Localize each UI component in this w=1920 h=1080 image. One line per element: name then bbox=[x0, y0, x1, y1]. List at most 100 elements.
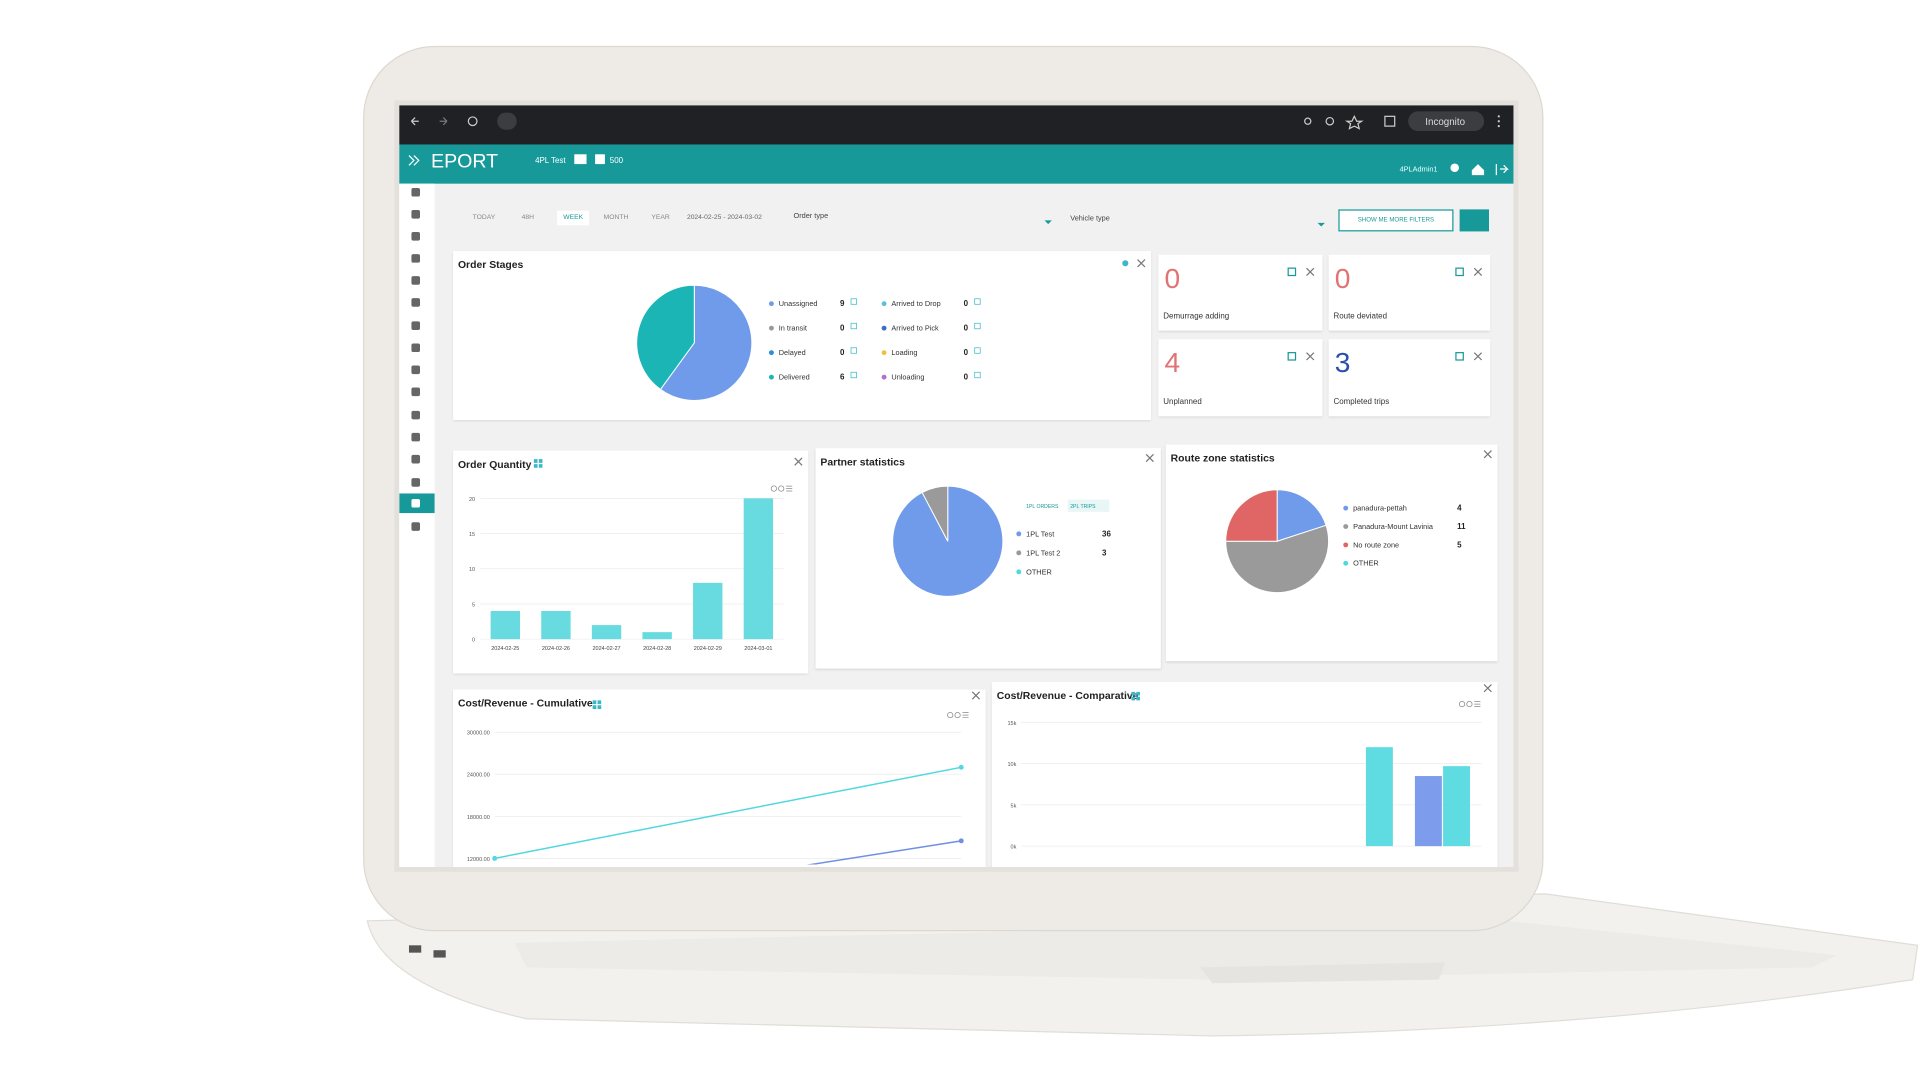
sidebar-icon[interactable] bbox=[411, 187, 421, 197]
sidebar-icon[interactable] bbox=[411, 432, 421, 442]
legend-label[interactable]: Unloading bbox=[891, 373, 924, 382]
bookmark-icon[interactable] bbox=[1344, 114, 1364, 130]
sidebar-icon[interactable] bbox=[411, 210, 421, 219]
close-icon[interactable] bbox=[1306, 267, 1315, 276]
menu-icon[interactable] bbox=[962, 712, 969, 718]
period-tab[interactable]: WEEK bbox=[557, 210, 590, 226]
brand[interactable]: EPORT bbox=[431, 151, 498, 173]
legend-label[interactable]: No route zone bbox=[1353, 540, 1399, 549]
sidebar-icon[interactable] bbox=[411, 387, 421, 397]
zoom-icon[interactable] bbox=[1325, 116, 1335, 126]
side-panel[interactable] bbox=[1384, 115, 1396, 127]
tab[interactable] bbox=[1023, 499, 1066, 512]
more-filters-button[interactable]: SHOW ME MORE FILTERS bbox=[1338, 209, 1454, 232]
incognito-pill[interactable] bbox=[1408, 111, 1485, 132]
legend-label[interactable]: 1PL Test bbox=[1026, 529, 1054, 538]
period-tab[interactable]: MONTH bbox=[603, 214, 629, 222]
period-tab[interactable]: YEAR bbox=[651, 214, 670, 222]
sidebar-icon[interactable] bbox=[411, 365, 421, 375]
zoom-in-icon[interactable] bbox=[1458, 701, 1466, 708]
close-icon[interactable] bbox=[971, 691, 981, 700]
sidebar-icon[interactable] bbox=[411, 343, 421, 353]
back-button[interactable] bbox=[410, 117, 419, 126]
dropdown-arrow bbox=[1317, 222, 1325, 230]
forward-button[interactable] bbox=[439, 117, 448, 126]
reload-button[interactable] bbox=[467, 116, 478, 127]
close-icon[interactable] bbox=[1137, 259, 1146, 268]
open-icon[interactable] bbox=[1455, 352, 1464, 361]
sidebar-icon[interactable] bbox=[411, 478, 421, 487]
sidebar-icon[interactable] bbox=[411, 298, 421, 307]
open-icon[interactable] bbox=[850, 347, 857, 354]
menu-dot[interactable] bbox=[1497, 125, 1500, 128]
logout-icon[interactable] bbox=[1495, 164, 1509, 176]
legend-label[interactable]: Panadura-Mount Lavinia bbox=[1353, 522, 1434, 531]
close-icon[interactable] bbox=[1145, 453, 1154, 463]
grid-icon[interactable] bbox=[1131, 691, 1141, 701]
legend-label[interactable]: Arrived to Drop bbox=[891, 299, 940, 308]
zoom-out-icon[interactable] bbox=[954, 712, 961, 719]
close-icon[interactable] bbox=[1483, 684, 1492, 693]
order-type-select[interactable]: Order type bbox=[786, 206, 1054, 227]
legend-label[interactable]: 1PL Test 2 bbox=[1026, 548, 1060, 557]
legend-label[interactable]: OTHER bbox=[1353, 559, 1379, 568]
open-icon[interactable] bbox=[974, 371, 981, 379]
grid-icon[interactable] bbox=[533, 459, 543, 468]
sidebar-icon[interactable] bbox=[411, 254, 421, 263]
sidebar-icon[interactable] bbox=[411, 276, 421, 285]
zoom-in-icon[interactable] bbox=[770, 485, 777, 492]
sidebar-icon[interactable] bbox=[411, 498, 421, 508]
location-icon[interactable] bbox=[1304, 117, 1312, 125]
legend-label[interactable]: Delivered bbox=[779, 373, 810, 382]
dropdown-arrow bbox=[1044, 220, 1052, 227]
user-icon[interactable] bbox=[1450, 163, 1459, 173]
sidebar-icon[interactable] bbox=[411, 232, 421, 241]
vehicle-type-select[interactable]: Vehicle type bbox=[1062, 209, 1325, 229]
zoom-out-icon[interactable] bbox=[1466, 701, 1473, 708]
site-info[interactable] bbox=[497, 112, 517, 130]
open-icon[interactable] bbox=[850, 298, 857, 305]
sidebar-icon[interactable] bbox=[411, 522, 421, 531]
date-range[interactable]: 2024-02-25 - 2024-03-02 bbox=[686, 214, 762, 222]
settings-icon[interactable] bbox=[1122, 260, 1129, 267]
zoom-out-icon[interactable] bbox=[778, 485, 785, 492]
layout-button[interactable] bbox=[1459, 209, 1489, 232]
menu-icon[interactable] bbox=[1474, 701, 1481, 707]
legend-label[interactable]: In transit bbox=[779, 324, 807, 333]
menu-icon[interactable] bbox=[786, 485, 793, 492]
zoom-in-icon[interactable] bbox=[947, 712, 954, 719]
legend-label[interactable]: Delayed bbox=[779, 348, 806, 357]
home-icon[interactable] bbox=[1471, 164, 1485, 176]
open-icon[interactable] bbox=[1455, 267, 1464, 277]
legend-label[interactable]: OTHER bbox=[1026, 567, 1052, 576]
legend-label[interactable]: Arrived to Pick bbox=[891, 324, 939, 333]
open-icon[interactable] bbox=[850, 371, 857, 379]
legend-label[interactable]: Loading bbox=[891, 348, 917, 357]
tab[interactable] bbox=[1067, 499, 1110, 512]
sidebar-icon[interactable] bbox=[411, 454, 421, 464]
open-icon[interactable] bbox=[850, 322, 857, 330]
sidebar-icon[interactable] bbox=[411, 321, 421, 331]
open-icon[interactable] bbox=[1287, 267, 1297, 277]
menu-dot[interactable] bbox=[1497, 120, 1500, 123]
sidebar-icon[interactable] bbox=[411, 410, 421, 420]
open-icon[interactable] bbox=[974, 322, 981, 330]
period-tab[interactable]: 48H bbox=[521, 214, 534, 222]
open-icon[interactable] bbox=[974, 347, 981, 354]
close-icon[interactable] bbox=[1473, 267, 1483, 276]
bar bbox=[1443, 766, 1471, 847]
close-icon[interactable] bbox=[1306, 352, 1315, 361]
order-quantity-chart: 0 5 10 15 20 2024-02-25 2024-02-26 2024-02-27 20… bbox=[469, 457, 803, 652]
close-icon[interactable] bbox=[1483, 450, 1492, 459]
grid-icon[interactable] bbox=[592, 700, 602, 709]
period-tab[interactable]: TODAY bbox=[472, 214, 496, 222]
open-icon[interactable] bbox=[1287, 352, 1297, 361]
close-icon[interactable] bbox=[794, 457, 803, 466]
legend-value: 0 bbox=[964, 348, 969, 357]
open-icon[interactable] bbox=[974, 298, 981, 305]
expand-menu[interactable] bbox=[408, 155, 420, 166]
legend-label[interactable]: panadura-pettah bbox=[1353, 504, 1407, 513]
menu-dot[interactable] bbox=[1497, 115, 1500, 118]
close-icon[interactable] bbox=[1473, 352, 1483, 361]
legend-label[interactable]: Unassigned bbox=[779, 299, 818, 308]
